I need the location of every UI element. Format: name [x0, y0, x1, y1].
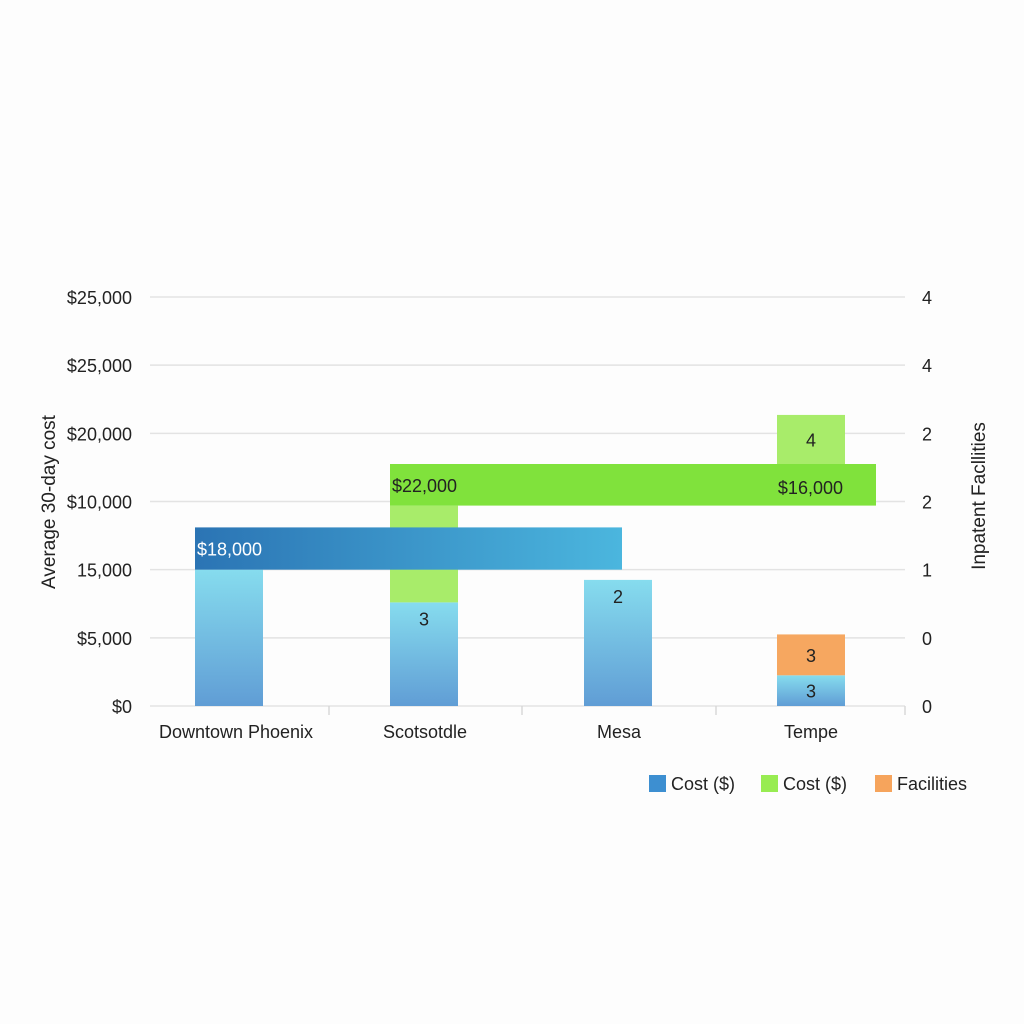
- legend-label: Cost ($): [783, 774, 847, 794]
- y-tick-label: $10,000: [67, 493, 132, 513]
- x-tick-label: Scotsotdle: [383, 722, 467, 742]
- legend-swatch: [875, 775, 892, 792]
- bar-facility: [584, 579, 652, 706]
- y-tick-label: $25,000: [67, 356, 132, 376]
- legend-label: Cost ($): [671, 774, 735, 794]
- y2-tick-label: 0: [922, 629, 932, 649]
- y-axis-title: Average 30-day cost: [39, 414, 60, 589]
- floating-bars: $18,000 $22,000 $16,000: [195, 464, 876, 570]
- x-tick-label: Downtown Phoenix: [159, 722, 313, 742]
- data-label: 3: [806, 646, 816, 666]
- y-axis-left: $0 $5,000 15,000 $10,000 $20,000 $25,000 $25,0…: [67, 288, 132, 717]
- y2-tick-label: 0: [922, 697, 932, 717]
- x-tick-label: Mesa: [597, 722, 642, 742]
- y2-tick-label: 1: [922, 561, 932, 581]
- bar-orange: [777, 634, 845, 676]
- y-tick-label: $0: [112, 697, 132, 717]
- y-tick-label: $25,000: [67, 288, 132, 308]
- data-label: 3: [806, 682, 816, 702]
- bar-green: [777, 414, 845, 465]
- data-label: 3: [419, 609, 429, 629]
- y-tick-label: $5,000: [77, 629, 132, 649]
- y2-axis-title: Inpatent Facllities: [969, 422, 990, 570]
- legend-label: Facilities: [897, 774, 967, 794]
- data-label: $18,000: [197, 540, 262, 560]
- floating-bar: [390, 464, 876, 506]
- bar-facility: [390, 602, 458, 706]
- y2-tick-label: 4: [922, 356, 932, 376]
- legend: Cost ($) Cost ($) Facilities: [649, 774, 967, 794]
- y2-tick-label: 2: [922, 424, 932, 444]
- gridlines: [150, 296, 905, 707]
- floating-bar: [195, 527, 622, 570]
- y-tick-label: 15,000: [77, 561, 132, 581]
- bar-facility: [195, 569, 263, 706]
- y2-tick-label: 4: [922, 288, 932, 308]
- legend-swatch: [761, 775, 778, 792]
- x-axis: Downtown Phoenix Scotsotdle Mesa Tempe: [159, 706, 906, 742]
- data-label: $16,000: [778, 478, 843, 498]
- y-tick-label: $20,000: [67, 424, 132, 444]
- data-label: 2: [613, 587, 623, 607]
- legend-swatch: [649, 775, 666, 792]
- data-label: 4: [806, 430, 816, 450]
- y-axis-right: 0 0 1 2 2 4 4: [922, 288, 932, 717]
- columns: 3 2 3 3 4: [195, 414, 845, 706]
- y2-tick-label: 2: [922, 493, 932, 513]
- bar-facility: [777, 675, 845, 706]
- x-tick-label: Tempe: [784, 722, 838, 742]
- data-label: $22,000: [392, 476, 457, 496]
